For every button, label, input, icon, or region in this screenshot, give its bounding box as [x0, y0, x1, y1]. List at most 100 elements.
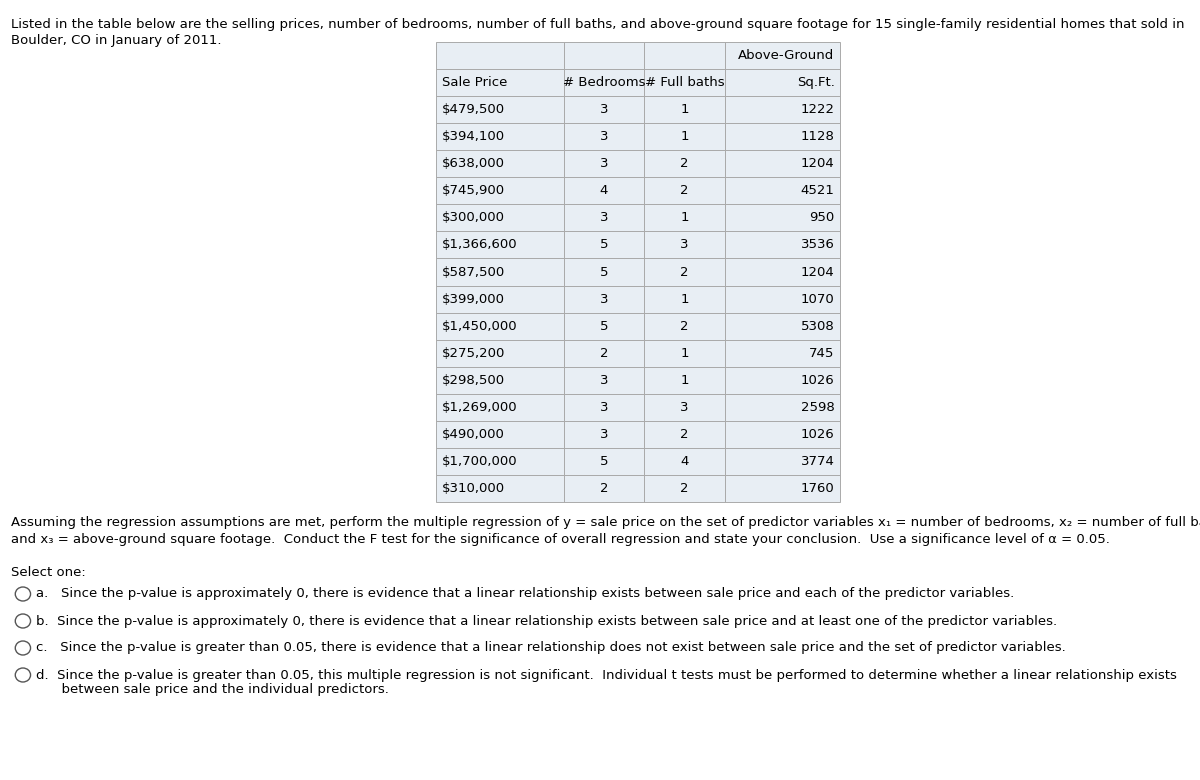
- Bar: [644, 177, 725, 204]
- Bar: [644, 123, 725, 151]
- Bar: [725, 151, 840, 177]
- Text: Boulder, CO in January of 2011.: Boulder, CO in January of 2011.: [11, 34, 222, 47]
- Text: 3: 3: [680, 401, 689, 414]
- Text: and x₃ = above-ground square footage.  Conduct the F test for the significance o: and x₃ = above-ground square footage. Co…: [11, 533, 1110, 546]
- Bar: [564, 151, 644, 177]
- Text: $310,000: $310,000: [442, 482, 505, 495]
- Text: 3: 3: [600, 292, 608, 306]
- Bar: [725, 285, 840, 313]
- Bar: [644, 394, 725, 421]
- Bar: [725, 367, 840, 394]
- Bar: [564, 42, 644, 69]
- Text: 1026: 1026: [800, 428, 834, 441]
- Bar: [437, 394, 564, 421]
- Text: 1026: 1026: [800, 374, 834, 387]
- Bar: [644, 339, 725, 367]
- Text: $275,200: $275,200: [442, 346, 505, 360]
- Bar: [725, 69, 840, 96]
- Bar: [437, 232, 564, 258]
- Bar: [564, 448, 644, 475]
- Bar: [437, 339, 564, 367]
- Bar: [644, 42, 725, 69]
- Text: 4521: 4521: [800, 184, 834, 197]
- Text: $298,500: $298,500: [442, 374, 505, 387]
- Text: between sale price and the individual predictors.: between sale price and the individual pr…: [36, 683, 389, 697]
- Bar: [564, 394, 644, 421]
- Bar: [725, 177, 840, 204]
- Text: 2: 2: [680, 158, 689, 170]
- Bar: [564, 69, 644, 96]
- Text: 3: 3: [600, 428, 608, 441]
- Text: $490,000: $490,000: [442, 428, 505, 441]
- Bar: [437, 475, 564, 502]
- Bar: [564, 177, 644, 204]
- Text: Above-Ground: Above-Ground: [738, 49, 834, 62]
- Text: $638,000: $638,000: [442, 158, 505, 170]
- Text: $479,500: $479,500: [442, 103, 505, 116]
- Text: 3: 3: [600, 374, 608, 387]
- Bar: [564, 367, 644, 394]
- Bar: [437, 204, 564, 232]
- Bar: [437, 448, 564, 475]
- Bar: [564, 339, 644, 367]
- Text: 1: 1: [680, 346, 689, 360]
- Text: 2: 2: [600, 346, 608, 360]
- Bar: [644, 367, 725, 394]
- Bar: [437, 123, 564, 151]
- Text: 3: 3: [600, 401, 608, 414]
- Bar: [725, 42, 840, 69]
- Text: d.  Since the p-value is greater than 0.05, this multiple regression is not sign: d. Since the p-value is greater than 0.0…: [36, 668, 1177, 682]
- Bar: [437, 421, 564, 448]
- Bar: [564, 96, 644, 123]
- Text: 1760: 1760: [800, 482, 834, 495]
- Text: 2: 2: [680, 184, 689, 197]
- Text: 3536: 3536: [800, 239, 834, 251]
- Text: 3774: 3774: [800, 455, 834, 468]
- Text: 2: 2: [600, 482, 608, 495]
- Bar: [644, 421, 725, 448]
- Bar: [644, 69, 725, 96]
- Text: # Bedrooms: # Bedrooms: [563, 76, 646, 89]
- Bar: [437, 151, 564, 177]
- Text: 950: 950: [809, 211, 834, 225]
- Bar: [725, 421, 840, 448]
- Bar: [725, 96, 840, 123]
- Text: 5: 5: [600, 239, 608, 251]
- Text: 5: 5: [600, 265, 608, 278]
- Bar: [725, 232, 840, 258]
- Bar: [644, 285, 725, 313]
- Bar: [725, 204, 840, 232]
- Bar: [644, 448, 725, 475]
- Bar: [437, 367, 564, 394]
- Bar: [564, 232, 644, 258]
- Text: 3: 3: [680, 239, 689, 251]
- Text: 1: 1: [680, 374, 689, 387]
- Text: 5: 5: [600, 320, 608, 332]
- Bar: [725, 394, 840, 421]
- Bar: [437, 313, 564, 339]
- Text: Sq.Ft.: Sq.Ft.: [797, 76, 834, 89]
- Text: 1204: 1204: [800, 158, 834, 170]
- Text: 3: 3: [600, 130, 608, 144]
- Text: Assuming the regression assumptions are met, perform the multiple regression of : Assuming the regression assumptions are …: [11, 516, 1200, 529]
- Text: 4: 4: [680, 455, 689, 468]
- Text: $1,366,600: $1,366,600: [442, 239, 517, 251]
- Bar: [564, 313, 644, 339]
- Text: 1222: 1222: [800, 103, 834, 116]
- Text: 3: 3: [600, 158, 608, 170]
- Text: $399,000: $399,000: [442, 292, 505, 306]
- Text: $1,450,000: $1,450,000: [442, 320, 517, 332]
- Text: $1,269,000: $1,269,000: [442, 401, 517, 414]
- Text: 2: 2: [680, 428, 689, 441]
- Bar: [437, 258, 564, 285]
- Bar: [644, 258, 725, 285]
- Bar: [564, 258, 644, 285]
- Text: 1: 1: [680, 292, 689, 306]
- Text: 5308: 5308: [800, 320, 834, 332]
- Text: 1: 1: [680, 130, 689, 144]
- Text: 1: 1: [680, 103, 689, 116]
- Bar: [437, 42, 564, 69]
- Bar: [644, 313, 725, 339]
- Text: Sale Price: Sale Price: [442, 76, 508, 89]
- Bar: [437, 42, 840, 502]
